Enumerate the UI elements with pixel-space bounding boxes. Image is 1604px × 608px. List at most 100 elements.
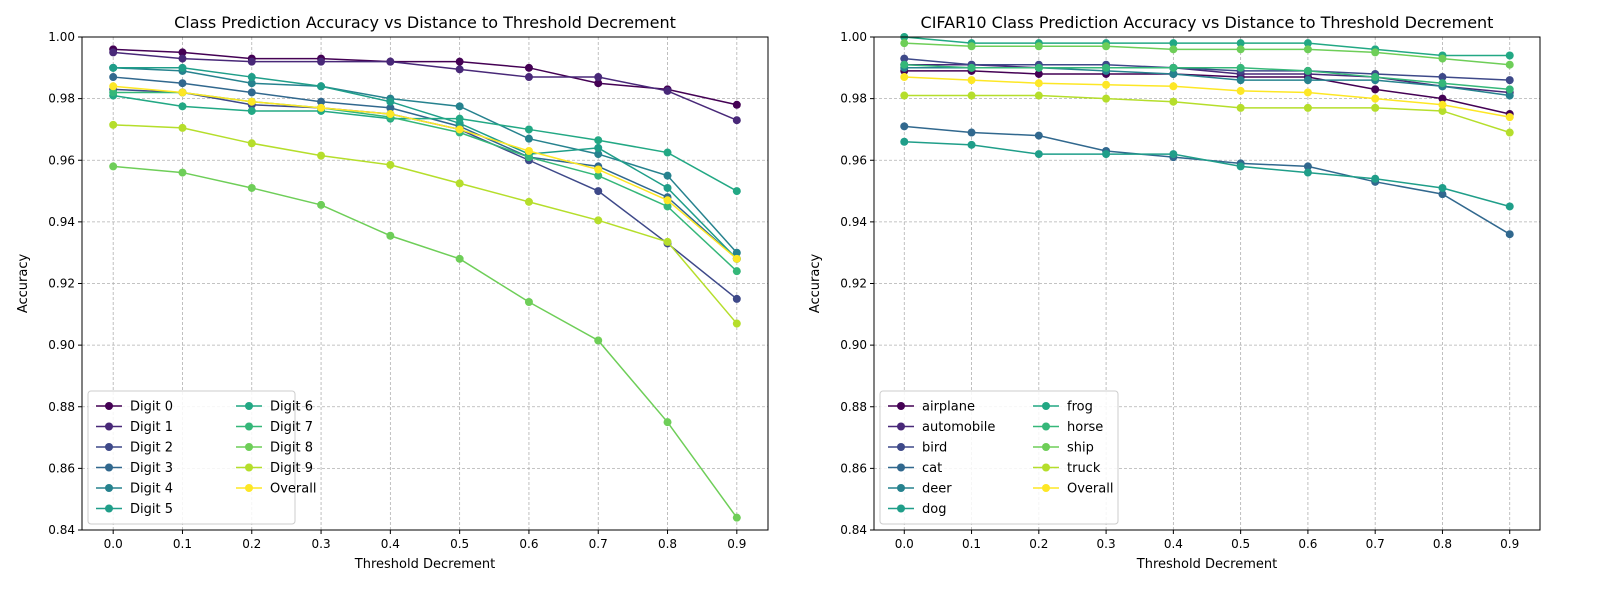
legend-entry: Digit 2	[96, 441, 173, 456]
data-point	[178, 79, 187, 88]
series-cat	[900, 122, 1514, 239]
y-tick-label: 0.84	[48, 523, 75, 537]
data-point	[178, 168, 187, 177]
data-point	[247, 139, 256, 148]
data-point	[663, 237, 672, 246]
data-point	[178, 48, 187, 57]
chart-panel-2: 0.0 0.1 0.2 0.3 0.4 0.5 0.6 0.7 0.8 0.9 0.84 0.86 0.…	[808, 13, 1541, 572]
data-point	[732, 248, 741, 257]
series-bird	[900, 54, 1514, 85]
series-truck	[900, 91, 1514, 137]
data-point	[247, 73, 256, 82]
legend-entry: cat	[888, 461, 942, 476]
data-point	[594, 136, 603, 145]
data-point	[1505, 113, 1514, 122]
legend-entry: Digit 3	[96, 461, 173, 476]
x-tick-label: 0.3	[1097, 537, 1116, 551]
data-point	[1303, 66, 1312, 75]
data-point	[1034, 150, 1043, 159]
data-point	[594, 336, 603, 345]
series-frog	[900, 33, 1514, 60]
data-point	[732, 254, 741, 263]
data-point	[1034, 91, 1043, 100]
series-line	[113, 76, 738, 260]
series-line	[904, 63, 1510, 94]
data-point	[1438, 190, 1447, 199]
data-point	[732, 187, 741, 196]
x-axis-label: Threshold Decrement	[354, 557, 495, 572]
data-point	[455, 254, 464, 263]
data-point	[594, 171, 603, 180]
data-point	[524, 125, 533, 134]
data-point	[1371, 174, 1380, 183]
x-tick-label: 0.7	[589, 537, 608, 551]
series-line	[113, 165, 738, 519]
data-point	[1236, 63, 1245, 72]
series-line	[113, 48, 737, 106]
legend-label: Overall	[270, 482, 316, 497]
legend-label: Digit 1	[130, 420, 173, 435]
data-point	[1438, 94, 1447, 103]
data-point	[317, 82, 326, 91]
data-point	[732, 267, 741, 276]
data-point	[524, 63, 533, 72]
legend-entry: Digit 5	[96, 502, 173, 517]
legend-label: Digit 9	[270, 461, 313, 476]
data-point	[1169, 69, 1178, 78]
legend-entry: horse	[1033, 420, 1103, 435]
series-line	[904, 141, 1510, 208]
data-point	[524, 134, 533, 143]
data-point	[455, 125, 464, 134]
legend-label: automobile	[922, 420, 995, 435]
y-tick-label: 0.90	[48, 338, 75, 352]
data-point	[247, 79, 256, 88]
legend-label: Digit 2	[130, 441, 173, 456]
series-digit-1	[109, 48, 741, 125]
series-line	[113, 88, 738, 300]
data-point	[594, 187, 603, 196]
series-digit-3	[109, 73, 741, 263]
legend-marker	[897, 402, 905, 410]
legend-marker	[245, 443, 253, 451]
legend-label: frog	[1067, 400, 1093, 415]
x-tick-label: 0.6	[1298, 537, 1317, 551]
x-tick-label: 0.3	[312, 537, 331, 551]
x-tick-label: 0.9	[1500, 537, 1519, 551]
data-point	[1034, 63, 1043, 72]
x-tick-label: 0.4	[381, 537, 400, 551]
x-tick-label: 0.6	[519, 537, 538, 551]
chart-title: CIFAR10 Class Prediction Accuracy vs Dis…	[921, 13, 1494, 32]
series-digit-8	[109, 162, 741, 522]
y-tick-label: 0.86	[840, 461, 867, 475]
data-point	[1102, 80, 1111, 89]
legend-entry: bird	[888, 441, 947, 456]
y-tick-label: 0.98	[48, 92, 75, 106]
series-overall	[109, 82, 741, 263]
series-line	[904, 36, 1510, 57]
series-overall	[900, 73, 1514, 122]
x-tick-label: 0.4	[1164, 537, 1183, 551]
legend-label: Digit 5	[130, 502, 173, 517]
legend: airplane automobile bird cat deer dog frog hors…	[879, 390, 1119, 525]
series-line	[904, 42, 1510, 66]
data-point	[663, 196, 672, 205]
legend-entry: dog	[888, 502, 946, 517]
x-tick-label: 0.2	[1029, 537, 1048, 551]
legend-entry: deer	[888, 482, 952, 497]
data-point	[1505, 202, 1514, 211]
data-point	[1371, 94, 1380, 103]
data-point	[1438, 106, 1447, 115]
data-point	[1303, 162, 1312, 171]
data-point	[1102, 94, 1111, 103]
data-point	[1102, 42, 1111, 51]
data-point	[455, 102, 464, 111]
legend-entry: Digit 4	[96, 482, 173, 497]
data-point	[109, 82, 118, 91]
data-point	[900, 54, 909, 63]
data-point	[178, 123, 187, 132]
series-line	[904, 63, 1510, 91]
data-point	[1236, 86, 1245, 95]
legend-entry: airplane	[888, 400, 975, 415]
x-tick-label: 0.7	[1366, 537, 1385, 551]
series-line	[904, 70, 1510, 115]
